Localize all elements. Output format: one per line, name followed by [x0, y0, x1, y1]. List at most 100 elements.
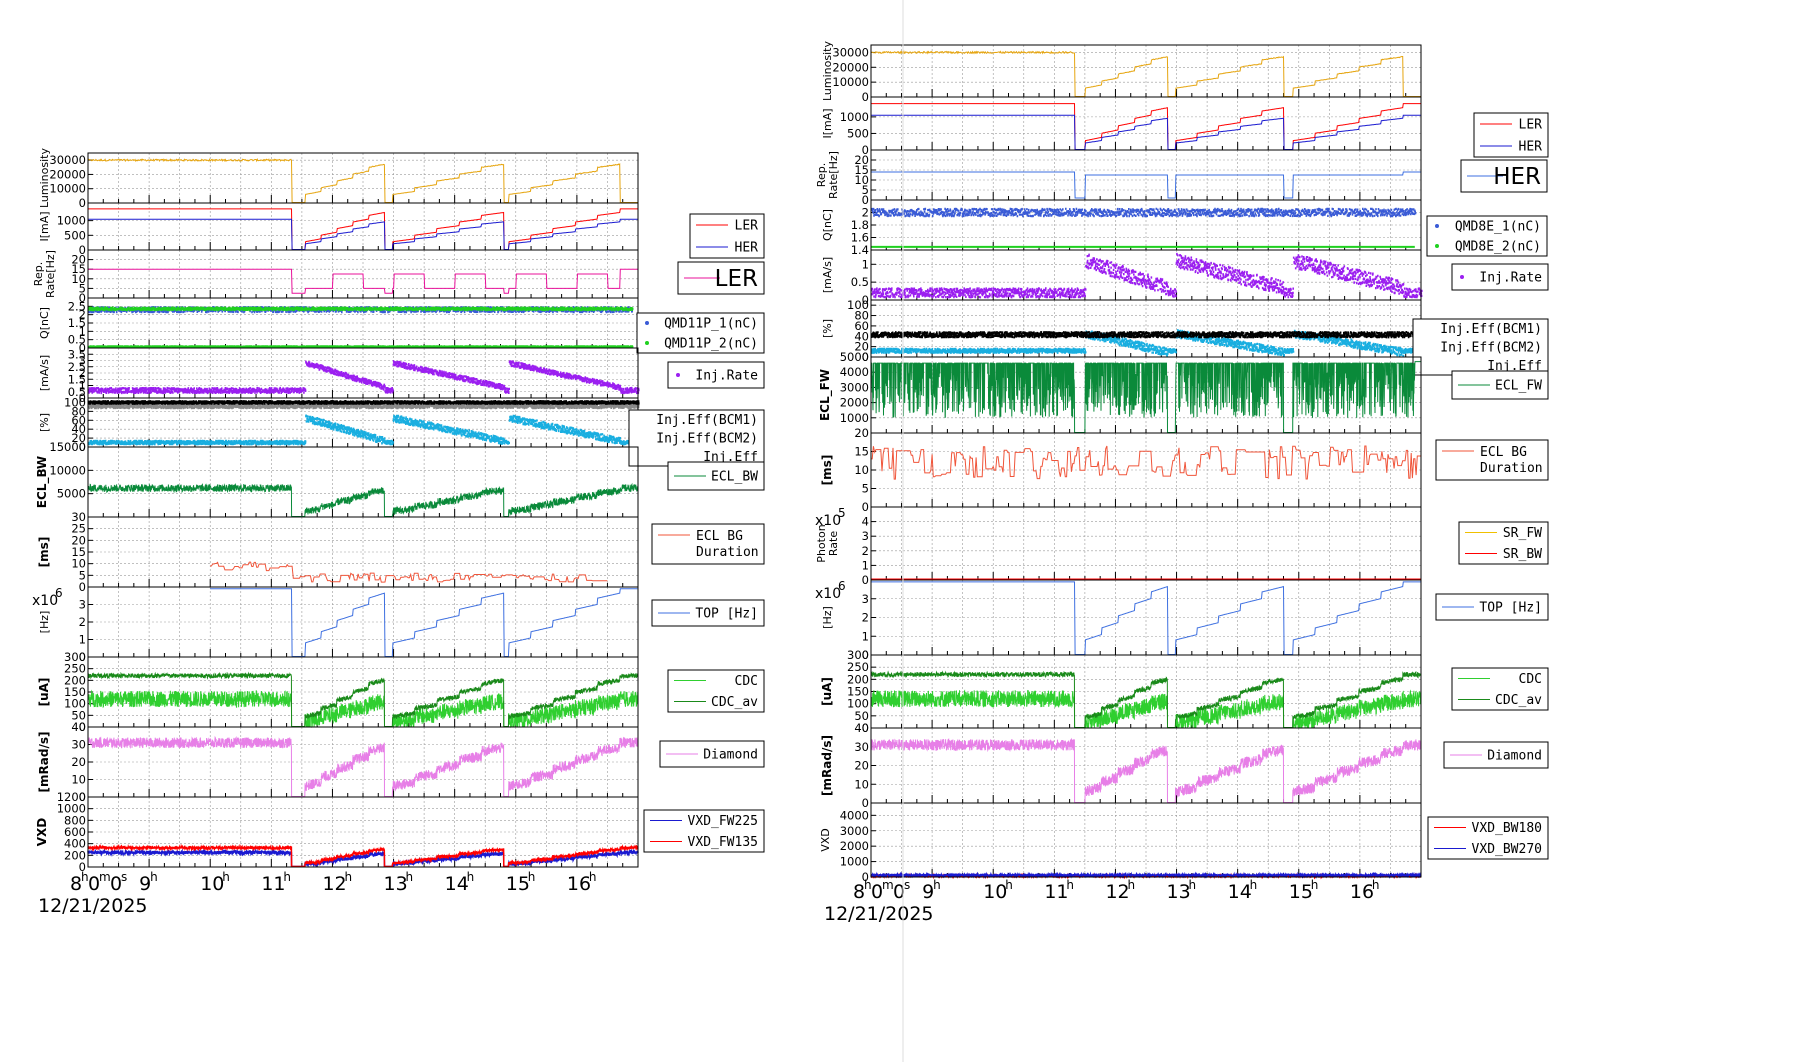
y-axis-label: Rate — [827, 531, 840, 556]
y-tick-label: 10 — [71, 557, 86, 571]
x-tick-label: 13 — [384, 873, 408, 895]
y-tick-label: 1.4 — [851, 243, 869, 257]
y-axis-label: [Hz] — [38, 611, 51, 634]
y-tick-label: 2000 — [840, 839, 869, 853]
panel-frame — [87, 202, 639, 251]
legend-label: Inj.Eff(BCM1) — [1440, 322, 1542, 337]
y-axis-label: VXD — [819, 828, 832, 852]
traces-rep — [871, 171, 1421, 199]
legend-label: QMD11P_1(nC) — [664, 317, 758, 332]
y-axis-label: [uA] — [37, 678, 51, 707]
y-tick-label: 5 — [79, 281, 86, 295]
y-axis-label: Q[nC] — [38, 307, 51, 339]
legend-label: VXD_BW180 — [1472, 821, 1542, 836]
x-tick-label: 9 — [922, 881, 934, 903]
y-tick-label: 1 — [79, 324, 86, 338]
series-dots-eff-bcm1 — [88, 400, 640, 405]
y-tick-label: 20 — [854, 340, 869, 354]
legend-box — [1435, 439, 1549, 481]
y-axis-label: Luminosity — [38, 148, 51, 208]
y-axis-label: ECL_BW — [35, 456, 50, 508]
y-tick-label: 60 — [71, 413, 86, 427]
legend-label: ECL_FW — [1495, 379, 1542, 394]
y-tick-label: 0.5 — [68, 333, 86, 347]
y-tick-label: 1.6 — [851, 231, 869, 245]
series-line-cdc-av — [87, 671, 639, 727]
series-line-rep-rate — [871, 171, 1421, 199]
y-tick-label: 10000 — [49, 463, 86, 477]
x-tick-label: h — [467, 870, 475, 884]
panel-frame — [870, 802, 1422, 878]
y-axis-label: [%] — [821, 319, 834, 338]
series-dots-inj-rate — [88, 360, 640, 395]
y-tick-label: 0.5 — [68, 385, 86, 399]
x-tick-label: h — [864, 878, 872, 892]
y-tick-label: 0 — [79, 440, 86, 454]
legend-label: TOP [Hz] — [1479, 601, 1542, 616]
legend-box — [636, 312, 765, 354]
legend-label: Inj.Eff(BCM2) — [656, 432, 758, 447]
traces-eclbg — [871, 445, 1421, 480]
legend-label: Duration — [1480, 461, 1543, 476]
y-tick-label: 5000 — [57, 487, 86, 501]
legend-swatch — [1435, 224, 1439, 228]
series-dots-charge-2-low — [88, 345, 634, 349]
legend-label: LER — [715, 266, 758, 292]
y-tick-label: 3 — [862, 592, 869, 606]
series-dots-charge-2 — [88, 306, 634, 312]
x-tick-label: h — [283, 870, 291, 884]
y-tick-label: 2 — [79, 308, 86, 322]
y-tick-label: 1000 — [57, 214, 86, 228]
legend-label: Duration — [696, 545, 759, 560]
x-tick-label: h — [222, 870, 230, 884]
y-axis-label: [mA/s] — [821, 257, 834, 293]
y-tick-label: 0 — [862, 796, 869, 810]
x-tick-label: s — [121, 870, 127, 884]
y-tick-label: 0 — [862, 193, 869, 207]
legend-label: ECL_BW — [711, 470, 758, 485]
y-tick-label: 2.5 — [68, 299, 86, 313]
y-tick-label: 1000 — [840, 411, 869, 425]
series-line-vxd-fw135 — [87, 843, 639, 868]
panel-frame — [87, 726, 639, 798]
traces-charge — [88, 306, 634, 349]
y-tick-label: 0 — [862, 500, 869, 514]
x-tick-label: 16 — [567, 873, 591, 895]
x-tick-label: h — [150, 870, 158, 884]
series-line-diamond — [870, 737, 1422, 803]
x-tick-label: 13 — [1167, 881, 1191, 903]
y-tick-label: 2 — [79, 366, 86, 380]
y-tick-label: 20 — [71, 253, 86, 267]
series-dots-inj-rate — [871, 252, 1423, 299]
y-tick-label: 200 — [64, 848, 86, 862]
y-tick-label: 2.5 — [68, 360, 86, 374]
legend-swatch — [645, 321, 649, 325]
y-tick-label: 20000 — [49, 167, 86, 181]
y-axis-label: [uA] — [820, 677, 834, 706]
y-tick-label: 500 — [847, 126, 869, 140]
y-axis-label: I[mA] — [821, 108, 834, 138]
y-tick-label: 0 — [79, 720, 86, 734]
legend-box — [667, 361, 765, 389]
traces-rep — [88, 268, 638, 294]
x-tick-label: s — [904, 878, 910, 892]
y-tick-label: 20 — [854, 426, 869, 440]
y-axis-label: Luminosity — [821, 41, 834, 101]
legend-label: VXD_FW135 — [688, 835, 758, 850]
y-tick-label: 5 — [862, 183, 869, 197]
x-axis-date: 12/21/2025 — [38, 895, 148, 917]
y-tick-label: 1 — [862, 558, 869, 572]
legend-label: Inj.Rate — [695, 369, 758, 384]
series-line-cdc — [870, 689, 1422, 728]
traces-eclbg — [210, 561, 608, 583]
traces-top — [210, 588, 638, 657]
x-tick-label: 9 — [139, 873, 151, 895]
y-tick-label: 150 — [847, 685, 869, 699]
legend-label: QMD8E_2(nC) — [1455, 240, 1541, 255]
legend-label: Diamond — [1487, 749, 1542, 764]
y-tick-label: 1.8 — [851, 218, 869, 232]
